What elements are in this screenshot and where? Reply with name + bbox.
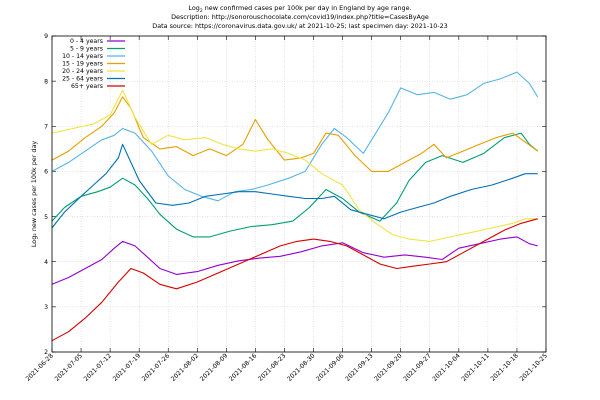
x-tick-label: 2021-08-30	[286, 352, 316, 382]
legend-label: 0 - 4 years	[70, 38, 103, 45]
y-axis-label: Log₂ new cases per 100k per day	[30, 141, 38, 247]
series-line	[51, 218, 538, 342]
series-lines	[51, 71, 539, 342]
axis-ticks: 234567892021-06-282021-07-052021-07-1220…	[25, 33, 549, 383]
x-tick-label: 2021-08-16	[228, 352, 258, 382]
x-tick-label: 2021-08-23	[257, 352, 287, 382]
y-tick-label: 7	[44, 123, 48, 130]
plot-frame	[51, 35, 547, 353]
y-tick-label: 3	[44, 304, 48, 311]
legend-label: 15 - 19 years	[62, 61, 103, 68]
legend-label: 10 - 14 years	[62, 53, 103, 60]
x-tick-label: 2021-10-25	[519, 352, 549, 382]
series-line	[51, 132, 539, 238]
chart-title: Log2 new confirmed cases per 100k per da…	[188, 4, 411, 14]
y-tick-label: 4	[44, 259, 48, 266]
legend-label: 65+ years	[71, 83, 103, 90]
series-line	[51, 71, 539, 202]
y-tick-label: 5	[44, 214, 48, 221]
x-tick-label: 2021-10-04	[431, 352, 461, 382]
chart-data-source: Data source: https://coronavirus.data.go…	[152, 22, 447, 30]
legend-label: 25 - 64 years	[62, 76, 103, 83]
x-tick-label: 2021-07-19	[112, 352, 142, 382]
chart-description: Description: http://sonorouschocolate.co…	[171, 13, 429, 21]
x-tick-label: 2021-07-12	[83, 352, 113, 382]
x-tick-label: 2021-08-09	[199, 352, 229, 382]
y-tick-label: 2	[44, 349, 48, 356]
x-tick-label: 2021-07-26	[141, 352, 171, 382]
x-tick-label: 2021-09-27	[402, 352, 432, 382]
series-line	[51, 89, 538, 242]
series-line	[51, 143, 538, 229]
x-tick-label: 2021-08-02	[170, 352, 200, 382]
x-tick-label: 2021-10-11	[460, 352, 490, 382]
legend-label: 20 - 24 years	[62, 68, 103, 75]
x-tick-label: 2021-09-13	[344, 352, 374, 382]
x-tick-label: 2021-09-20	[373, 352, 403, 382]
series-line	[51, 96, 539, 172]
x-tick-label: 2021-09-06	[315, 352, 345, 382]
y-tick-label: 6	[44, 169, 48, 176]
x-tick-label: 2021-06-28	[25, 352, 55, 382]
y-tick-label: 9	[44, 33, 48, 40]
x-tick-label: 2021-07-05	[54, 352, 84, 382]
x-tick-label: 2021-10-18	[489, 352, 519, 382]
grid	[51, 35, 547, 353]
y-tick-label: 8	[44, 78, 48, 85]
series-line	[51, 236, 538, 285]
legend-label: 5 - 9 years	[70, 46, 103, 53]
